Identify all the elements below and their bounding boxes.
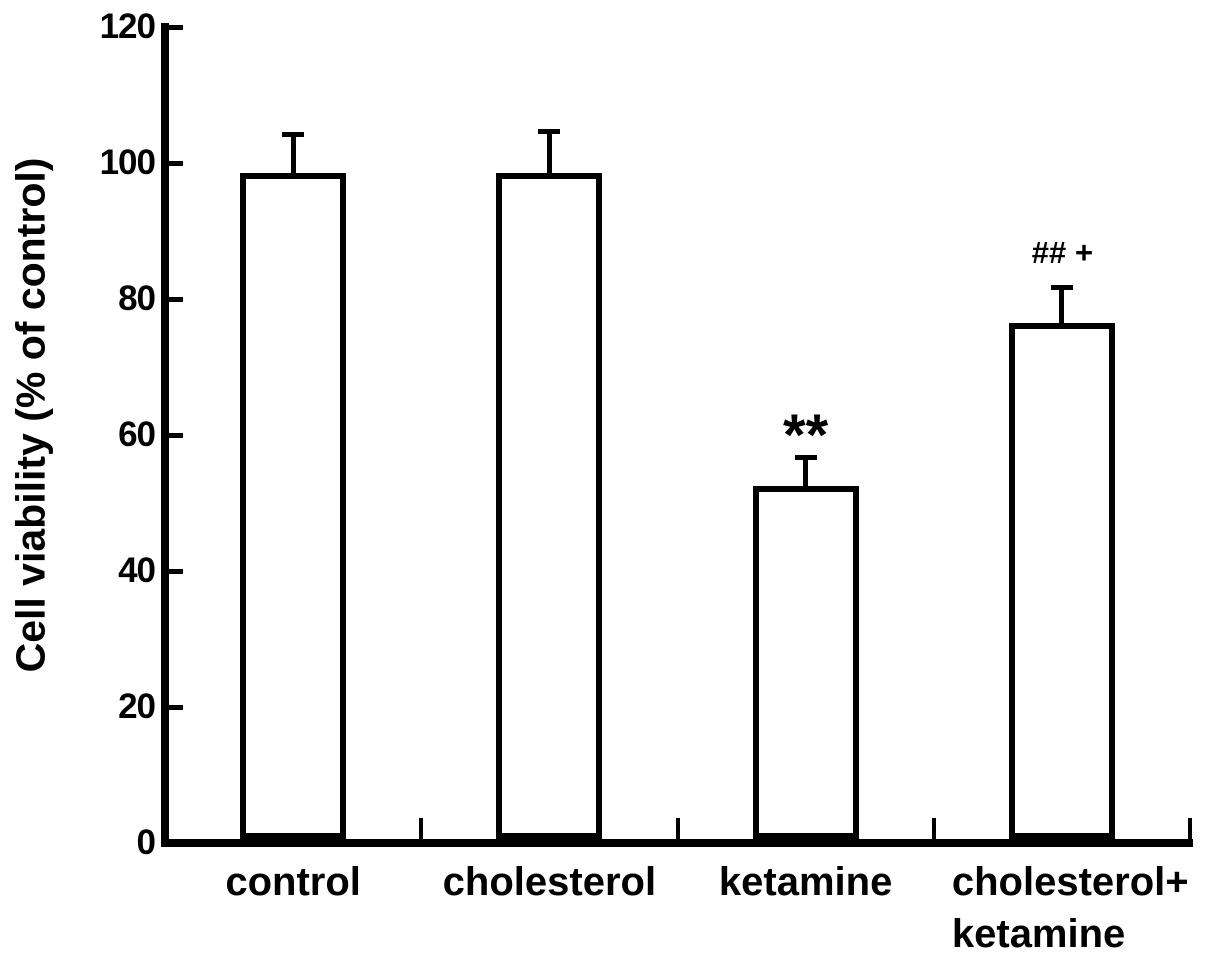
y-tick-label: 100	[99, 143, 156, 182]
significance-annotation: ## +	[1031, 235, 1093, 271]
x-category-label: control	[225, 860, 361, 904]
y-axis-tick	[169, 840, 183, 846]
error-bar-cap	[1050, 285, 1073, 291]
y-axis-tick	[169, 432, 183, 438]
error-bar-cap	[794, 455, 817, 461]
bar-cholesterol	[496, 173, 603, 839]
x-category-label: cholesterol+ ketamine	[951, 860, 1189, 956]
bar-ketamine	[752, 486, 859, 839]
y-axis-tick	[169, 296, 183, 302]
y-tick-label: 120	[99, 7, 156, 46]
error-bar-stem	[803, 455, 809, 486]
x-axis-tick	[931, 818, 936, 839]
x-axis-tick	[419, 818, 424, 839]
y-tick-label: 0	[136, 823, 156, 862]
y-axis-tick	[169, 24, 183, 30]
x-category-label: cholesterol	[442, 860, 657, 904]
bar-control	[240, 173, 347, 839]
y-tick-label: 60	[118, 415, 156, 454]
bar-cholesterol+-ketamine	[1008, 322, 1115, 839]
error-bar-stem	[290, 132, 296, 174]
y-axis-tick	[169, 568, 183, 574]
error-bar-cap	[538, 129, 561, 134]
y-tick-label: 20	[118, 687, 156, 726]
error-bar-cap	[282, 132, 305, 138]
x-category-label: ketamine	[718, 860, 893, 904]
error-bar-stem	[546, 129, 552, 174]
error-bar-stem	[1059, 285, 1065, 323]
y-axis-tick	[169, 704, 183, 710]
significance-annotation: **	[783, 403, 829, 469]
y-tick-label: 80	[118, 279, 156, 318]
y-axis-tick	[169, 160, 183, 166]
x-axis-tick	[675, 818, 680, 839]
y-axis	[161, 23, 169, 847]
x-axis	[161, 839, 1193, 847]
y-tick-label: 40	[118, 551, 156, 590]
x-axis-tick	[1188, 818, 1192, 839]
